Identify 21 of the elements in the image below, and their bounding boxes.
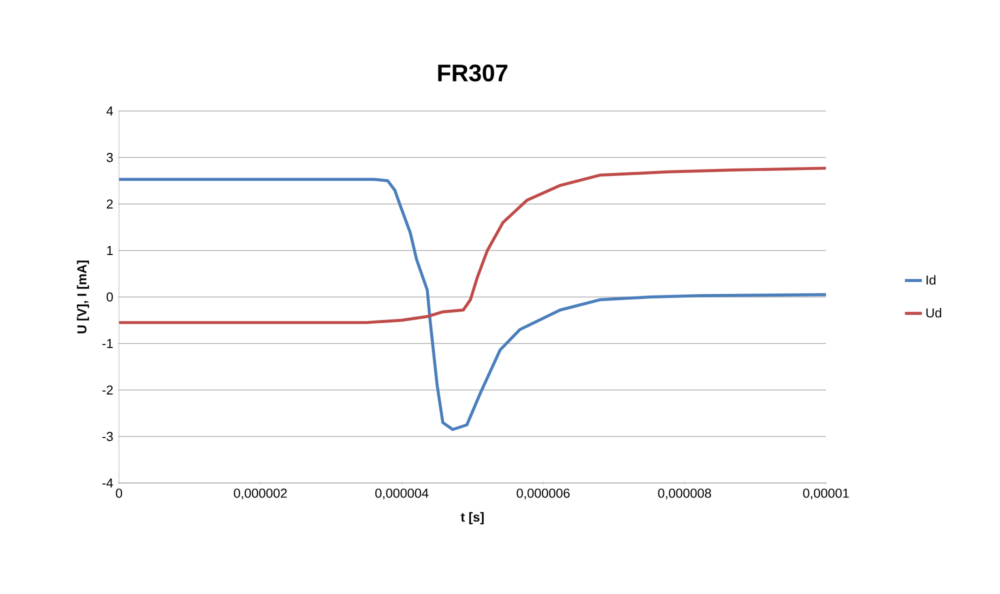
- y-tick-label: 4: [106, 106, 113, 116]
- line-series: [119, 166, 826, 324]
- y-tick-label: -2: [102, 385, 113, 395]
- y-tick-label: 3: [106, 152, 113, 162]
- x-tick-label: 0,000006: [516, 488, 570, 500]
- y-tick-label: -4: [102, 478, 113, 488]
- x-axis-title: t [s]: [460, 512, 484, 524]
- y-tick-label: -1: [102, 339, 113, 348]
- x-tick-label: 0: [116, 488, 122, 498]
- x-tick-label: 0,000008: [658, 488, 712, 500]
- legend-label: Id: [926, 275, 936, 285]
- chart-title: FR307: [438, 64, 508, 82]
- y-tick-label: -3: [102, 432, 113, 442]
- y-tick-label: 2: [106, 199, 113, 209]
- y-tick-label: 0: [106, 292, 113, 302]
- x-tick-label: 0,000002: [234, 488, 287, 500]
- x-tick-label: 0,00001: [803, 488, 849, 500]
- y-axis-title: U [V], I [mA]: [76, 260, 90, 334]
- x-tick-label: 0,000004: [375, 488, 428, 500]
- y-tick-label: 1: [107, 246, 113, 255]
- legend-label: Ud: [926, 308, 942, 318]
